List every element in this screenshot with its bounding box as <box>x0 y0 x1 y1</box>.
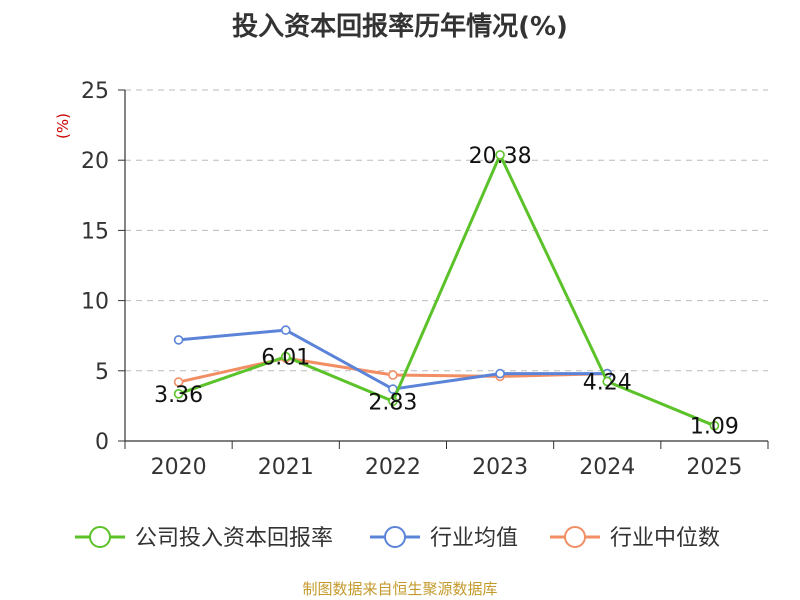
x-tick-label: 2020 <box>151 455 207 480</box>
grid-lines <box>125 89 768 372</box>
x-tick-label: 2022 <box>365 455 421 480</box>
legend-label: 公司投入资本回报率 <box>135 526 333 551</box>
legend-marker-icon <box>384 526 406 548</box>
data-label: 20.38 <box>469 144 532 169</box>
data-point <box>173 377 184 387</box>
data-label: 6.01 <box>261 346 310 371</box>
y-tick-label: 10 <box>81 290 109 315</box>
series-lines <box>173 150 720 431</box>
series-2 <box>173 353 613 387</box>
source-note: 制图数据来自恒生聚源数据库 <box>302 580 498 598</box>
data-point <box>388 396 398 407</box>
series-line <box>178 328 608 391</box>
y-tick-label: 0 <box>95 430 109 455</box>
legend-label: 行业中位数 <box>610 526 720 551</box>
legend-item[interactable]: 行业均值 <box>370 526 518 551</box>
chart-title: 投入资本回报率历年情况(%) <box>232 12 568 42</box>
legend-marker-icon <box>89 526 111 548</box>
legend-marker-icon <box>564 526 586 548</box>
data-point <box>495 368 505 379</box>
legend-label: 行业均值 <box>430 526 518 551</box>
series-0 <box>173 150 720 431</box>
data-point <box>173 389 184 399</box>
x-tick-label: 2023 <box>472 455 528 480</box>
y-axis-unit-label: (%) <box>54 113 72 139</box>
data-label: 1.09 <box>690 415 739 440</box>
data-label: 4.24 <box>583 370 632 395</box>
y-tick-label: 20 <box>81 149 109 174</box>
data-point <box>388 370 398 380</box>
data-point <box>280 325 291 335</box>
data-point <box>709 420 720 431</box>
legend[interactable]: 公司投入资本回报率 行业均值 行业中位数 <box>75 526 720 551</box>
y-tick-label: 25 <box>81 79 109 104</box>
data-point <box>280 351 291 362</box>
data-label: 2.83 <box>368 390 417 415</box>
y-tick-label: 5 <box>95 360 109 385</box>
data-label: 3.36 <box>154 383 203 408</box>
data-point <box>173 335 184 345</box>
data-labels: 3.36 6.01 2.83 20.38 4.24 1.09 <box>154 144 739 440</box>
legend-item[interactable]: 公司投入资本回报率 <box>75 526 333 551</box>
x-tick-label: 2021 <box>258 455 314 480</box>
data-point <box>602 376 613 387</box>
series-1 <box>173 325 613 394</box>
x-tick-label: 2025 <box>686 455 742 480</box>
y-tick-label: 15 <box>81 219 109 244</box>
data-point <box>495 150 505 160</box>
x-tick-label: 2024 <box>579 455 635 480</box>
series-line <box>178 153 715 428</box>
legend-item[interactable]: 行业中位数 <box>550 526 720 551</box>
